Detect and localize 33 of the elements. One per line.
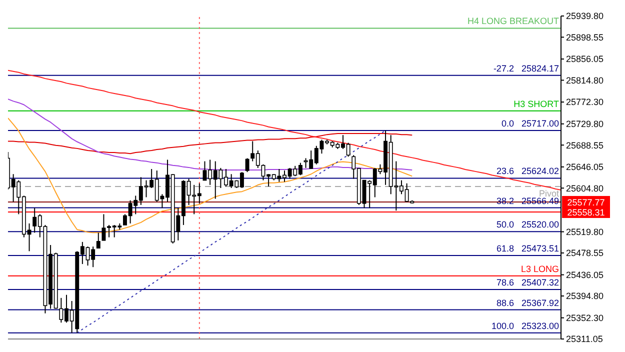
ref-line-label: 88.6 25367.92: [496, 298, 559, 308]
y-tick-label: 25519.80: [566, 226, 604, 237]
ref-line-label: Pivot: [538, 188, 560, 198]
ref-line-label: 23.6 25624.02: [496, 166, 559, 176]
line-series: [8, 133, 413, 154]
ref-line-label: 25558.31: [567, 207, 605, 218]
line-series: [76, 130, 386, 334]
y-tick-label: 25814.80: [566, 75, 604, 86]
y-tick-label: 25436.05: [566, 270, 604, 280]
y-tick-label: 25688.55: [566, 140, 604, 150]
y-tick-label: 25352.30: [566, 313, 604, 324]
y-tick-label: 25311.05: [566, 334, 603, 344]
y-tick-label: 25646.05: [566, 162, 604, 172]
ref-line-label: L3 LONG: [520, 264, 559, 274]
ref-line-label: 61.8 25473.51: [496, 244, 559, 254]
ref-line-label: H4 LONG BREAKOUT: [467, 16, 560, 26]
y-tick-label: 25729.80: [566, 119, 604, 130]
y-tick-label: 25394.80: [566, 291, 604, 302]
ref-line-label: H3 SHORT: [514, 98, 560, 109]
ref-line-label: 0.0 25717.00: [501, 118, 559, 128]
y-tick-label: 25898.55: [566, 32, 604, 42]
y-tick-label: 25856.05: [566, 54, 604, 64]
y-tick-label: 25478.55: [566, 248, 604, 258]
candlestick: [96, 232, 100, 249]
y-tick-label: 25604.80: [566, 183, 604, 194]
ref-line-label: 100.0 25323.00: [491, 320, 559, 331]
ref-line-label: -27.2 25824.17: [493, 63, 559, 74]
y-tick-label: 25772.30: [566, 97, 604, 108]
ref-line-label: 78.6 25407.32: [496, 278, 559, 288]
candlestick: [245, 158, 250, 173]
ref-line-label: 50.0 25520.00: [496, 220, 559, 230]
ref-line-label: 25577.77: [567, 197, 605, 208]
y-tick-label: 25939.80: [566, 11, 604, 22]
